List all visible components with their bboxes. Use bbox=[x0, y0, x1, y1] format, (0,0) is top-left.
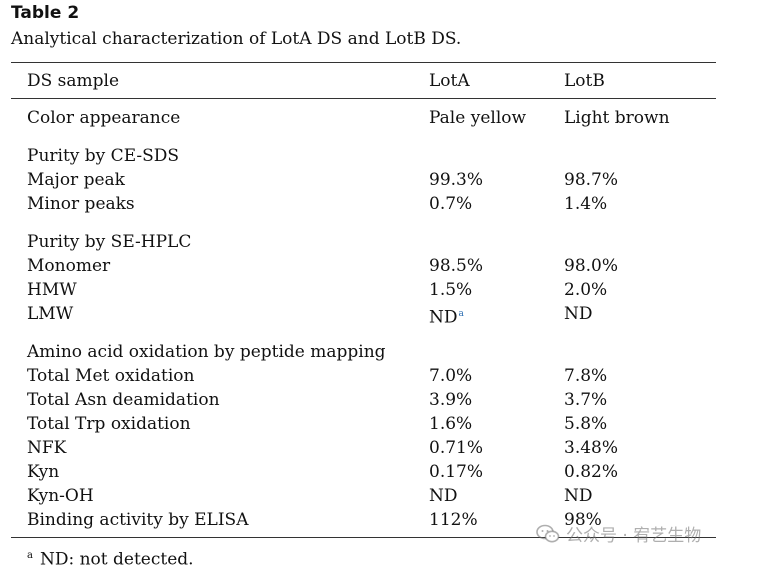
lotb-value: 7.8% bbox=[564, 366, 607, 386]
lotb-value: 1.4% bbox=[564, 194, 607, 214]
cell-text: Major peak bbox=[27, 170, 125, 190]
row-label: Major peak bbox=[27, 170, 125, 190]
cell-text: 99.3% bbox=[429, 170, 484, 190]
footnote-ref: a bbox=[458, 309, 464, 319]
row-label: Purity by SE-HPLC bbox=[27, 232, 191, 252]
cell-text: ND bbox=[429, 307, 458, 328]
row-label: LMW bbox=[27, 304, 73, 324]
cell-text: Purity by CE-SDS bbox=[27, 146, 180, 166]
cell-text: Monomer bbox=[27, 256, 111, 276]
cell-text: Color appearance bbox=[27, 108, 181, 128]
lotb-value: 3.7% bbox=[564, 390, 607, 410]
cell-text: 0.71% bbox=[429, 438, 484, 458]
cell-text: 1.4% bbox=[564, 194, 608, 214]
header-rule bbox=[11, 98, 716, 99]
cell-text: 98.5% bbox=[429, 256, 484, 276]
row-label: Color appearance bbox=[27, 108, 180, 128]
header-lota: LotA bbox=[429, 71, 470, 91]
row-label: Kyn-OH bbox=[27, 486, 94, 506]
lotb-value: 2.0% bbox=[564, 280, 607, 300]
lotb-value: ND bbox=[564, 486, 593, 506]
lotb-value: ND bbox=[564, 304, 593, 324]
row-label: HMW bbox=[27, 280, 77, 300]
lota-value: 3.9% bbox=[429, 390, 472, 410]
header-ds-sample: DS sample bbox=[27, 71, 120, 91]
row-label: Minor peaks bbox=[27, 194, 135, 214]
lotb-value: Light brown bbox=[564, 108, 670, 128]
row-label: Total Asn deamidation bbox=[27, 390, 220, 410]
watermark: 公众号 · 宥艺生物 bbox=[536, 521, 701, 546]
table-label: Table 2 bbox=[11, 3, 80, 23]
lota-value: 99.3% bbox=[429, 170, 483, 190]
cell-text: Total Asn deamidation bbox=[27, 390, 220, 410]
cell-text: ND bbox=[429, 486, 458, 506]
watermark-text: 公众号 · 宥艺生物 bbox=[566, 526, 702, 546]
cell-text: Light brown bbox=[564, 108, 670, 128]
lota-value: Pale yellow bbox=[429, 108, 526, 128]
lota-value: NDa bbox=[429, 304, 464, 328]
lota-value: 0.17% bbox=[429, 462, 483, 482]
row-label: Monomer bbox=[27, 256, 110, 276]
row-label: Amino acid oxidation by peptide mapping bbox=[27, 342, 386, 362]
cell-text: Minor peaks bbox=[27, 194, 135, 214]
cell-text: Total Trp oxidation bbox=[27, 414, 191, 434]
table-caption: Analytical characterization of LotA DS a… bbox=[11, 29, 462, 49]
bottom-rule bbox=[11, 537, 716, 538]
cell-text: 3.7% bbox=[564, 390, 608, 410]
cell-text: Kyn-OH bbox=[27, 486, 94, 506]
cell-text: 0.82% bbox=[564, 462, 619, 482]
row-label: Total Met oxidation bbox=[27, 366, 195, 386]
lotb-value: 3.48% bbox=[564, 438, 618, 458]
row-label: Purity by CE-SDS bbox=[27, 146, 179, 166]
cell-text: 98% bbox=[564, 510, 602, 530]
cell-text: ND bbox=[564, 304, 593, 324]
cell-text: 2.0% bbox=[564, 280, 608, 300]
cell-text: 1.6% bbox=[429, 414, 473, 434]
cell-text: Kyn bbox=[27, 462, 60, 482]
cell-text: 7.8% bbox=[564, 366, 608, 386]
cell-text: 112% bbox=[429, 510, 478, 530]
lotb-value: 98.7% bbox=[564, 170, 618, 190]
row-label: NFK bbox=[27, 438, 66, 458]
lota-value: 1.6% bbox=[429, 414, 472, 434]
table-footnote: a ND: not detected. bbox=[27, 546, 194, 570]
lota-value: 7.0% bbox=[429, 366, 472, 386]
cell-text: 0.7% bbox=[429, 194, 473, 214]
cell-text: Amino acid oxidation by peptide mapping bbox=[27, 342, 386, 362]
cell-text: Binding activity by ELISA bbox=[27, 510, 249, 530]
cell-text: Pale yellow bbox=[429, 108, 527, 128]
footnote-mark: a bbox=[27, 550, 33, 561]
lota-value: 112% bbox=[429, 510, 478, 530]
cell-text: ND bbox=[564, 486, 593, 506]
row-label: Total Trp oxidation bbox=[27, 414, 191, 434]
cell-text: NFK bbox=[27, 438, 67, 458]
header-lotb: LotB bbox=[564, 71, 605, 91]
cell-text: 5.8% bbox=[564, 414, 608, 434]
cell-text: HMW bbox=[27, 280, 77, 300]
footnote-text: ND: not detected. bbox=[39, 549, 194, 570]
cell-text: 98.7% bbox=[564, 170, 619, 190]
lotb-value: 0.82% bbox=[564, 462, 618, 482]
lotb-value: 5.8% bbox=[564, 414, 607, 434]
cell-text: Purity by SE-HPLC bbox=[27, 232, 192, 252]
cell-text: 3.48% bbox=[564, 438, 619, 458]
row-label: Binding activity by ELISA bbox=[27, 510, 248, 530]
lota-value: 0.71% bbox=[429, 438, 483, 458]
lota-value: 1.5% bbox=[429, 280, 472, 300]
top-rule bbox=[11, 62, 716, 63]
cell-text: 7.0% bbox=[429, 366, 473, 386]
cell-text: 0.17% bbox=[429, 462, 484, 482]
cell-text: 1.5% bbox=[429, 280, 473, 300]
cell-text: Total Met oxidation bbox=[27, 366, 195, 386]
cell-text: LMW bbox=[27, 304, 74, 324]
lota-value: 98.5% bbox=[429, 256, 483, 276]
lotb-value: 98% bbox=[564, 510, 602, 530]
cell-text: 3.9% bbox=[429, 390, 473, 410]
cell-text: 98.0% bbox=[564, 256, 619, 276]
lota-value: 0.7% bbox=[429, 194, 472, 214]
lota-value: ND bbox=[429, 486, 458, 506]
wechat-icon bbox=[536, 524, 560, 542]
row-label: Kyn bbox=[27, 462, 59, 482]
lotb-value: 98.0% bbox=[564, 256, 618, 276]
